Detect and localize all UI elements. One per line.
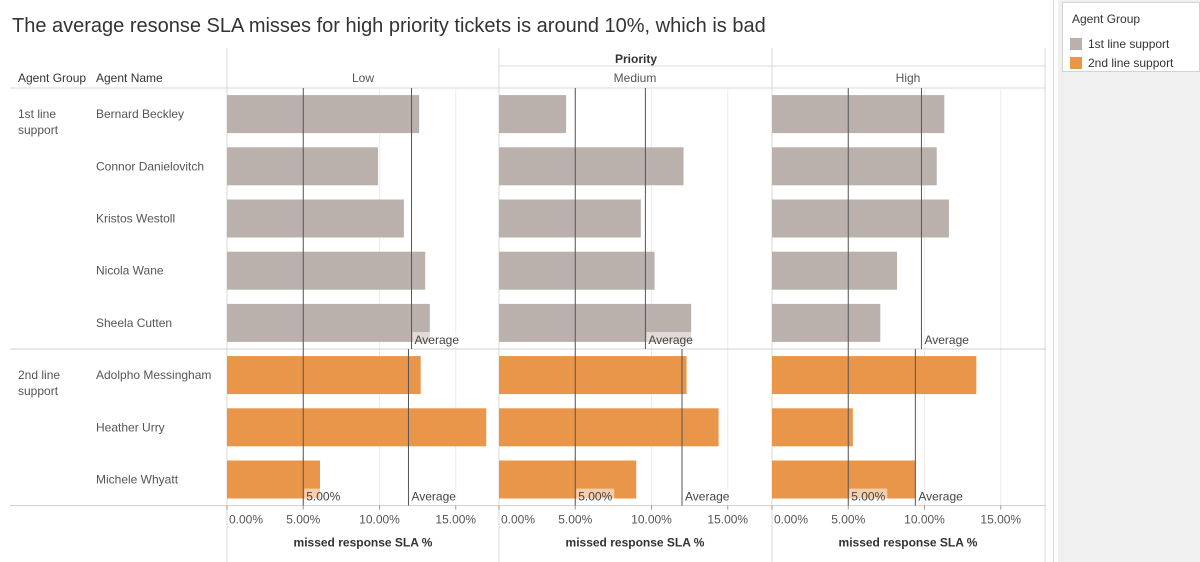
average-label: Average xyxy=(918,490,963,504)
legend-swatch xyxy=(1070,57,1082,69)
agent-name: Nicola Wane xyxy=(96,264,164,278)
average-label-bg xyxy=(916,488,965,504)
x-tick-label: 5.00% xyxy=(558,513,592,527)
bar xyxy=(227,95,420,134)
average-label: Average xyxy=(415,333,460,347)
bar xyxy=(227,408,487,447)
row-header-agent-name: Agent Name xyxy=(96,71,163,85)
bar xyxy=(227,356,421,395)
average-label: Average xyxy=(411,490,456,504)
chart-title: The average resonse SLA misses for high … xyxy=(12,15,766,37)
group-label: 2nd line support xyxy=(18,368,60,398)
average-label-bg xyxy=(922,332,971,347)
x-axis-label: missed response SLA % xyxy=(294,536,433,550)
column-header: Priority xyxy=(615,52,657,66)
agent-name: Adolpho Messingham xyxy=(96,368,211,382)
x-tick-label: 10.00% xyxy=(631,513,672,527)
bar xyxy=(499,95,567,134)
average-label-bg xyxy=(646,332,695,347)
legend-title: Agent Group xyxy=(1072,12,1141,26)
average-label-bg xyxy=(683,488,731,504)
legend-label: 2nd line support xyxy=(1088,56,1174,70)
legend-label: 1st line support xyxy=(1088,37,1170,51)
bar xyxy=(499,408,719,447)
bar xyxy=(499,251,655,290)
bar xyxy=(772,147,937,186)
reference-label: 5.00% xyxy=(578,490,612,504)
x-axis-label: missed response SLA % xyxy=(839,536,978,550)
agent-name: Michele Whyatt xyxy=(96,473,179,487)
x-tick-label: 15.00% xyxy=(435,513,476,527)
reference-label-bg xyxy=(304,488,343,504)
bar-chart: Priority Agent Group Agent Name Low Medium Hi… xyxy=(10,48,1046,562)
x-tick-label: 5.00% xyxy=(831,513,865,527)
reference-label: 5.00% xyxy=(306,490,340,504)
average-label: Average xyxy=(648,333,693,347)
panel-header-high: High xyxy=(896,71,921,85)
reference-label-bg xyxy=(849,488,888,504)
reference-label-bg xyxy=(576,488,615,504)
bar xyxy=(499,147,684,186)
bar xyxy=(499,199,641,238)
x-tick-label: 10.00% xyxy=(904,513,945,527)
average-label: Average xyxy=(924,333,969,347)
reference-label: 5.00% xyxy=(851,490,885,504)
bar xyxy=(772,251,898,290)
bar xyxy=(772,199,949,238)
bar xyxy=(227,147,378,186)
bar xyxy=(772,408,853,447)
agent-name: Bernard Beckley xyxy=(96,107,184,121)
bar xyxy=(499,460,637,499)
bar xyxy=(772,460,916,499)
legend: Agent Group 1st line support 2nd line su… xyxy=(1062,2,1200,72)
x-tick-label: 0.00% xyxy=(229,513,263,527)
bar xyxy=(772,95,945,134)
bar xyxy=(227,199,404,238)
row-header-agent-group: Agent Group xyxy=(18,71,86,85)
x-tick-label: 5.00% xyxy=(286,513,320,527)
bar xyxy=(227,303,430,342)
panel-header-low: Low xyxy=(352,71,374,85)
x-axis-label: missed response SLA % xyxy=(566,536,705,550)
group-label: 1st line support xyxy=(18,107,59,137)
average-label-bg xyxy=(412,332,461,347)
bar xyxy=(499,356,687,395)
agent-name: Kristos Westoll xyxy=(96,212,175,226)
right-panel: Agent Group 1st line support 2nd line su… xyxy=(1058,0,1200,562)
x-tick-label: 0.00% xyxy=(774,513,808,527)
x-tick-label: 0.00% xyxy=(501,513,535,527)
legend-swatch xyxy=(1070,38,1082,50)
panel-header-medium: Medium xyxy=(614,71,657,85)
agent-name: Sheela Cutten xyxy=(96,316,172,330)
x-tick-label: 15.00% xyxy=(980,513,1021,527)
bar xyxy=(772,356,977,395)
average-label: Average xyxy=(685,490,730,504)
agent-name: Connor Danielovitch xyxy=(96,159,204,173)
average-label-bg xyxy=(409,488,458,504)
bar xyxy=(772,303,881,342)
agent-name: Heather Urry xyxy=(96,420,165,434)
x-tick-label: 15.00% xyxy=(707,513,748,527)
bar xyxy=(227,251,426,290)
chart-frame xyxy=(1053,0,1054,562)
x-tick-label: 10.00% xyxy=(359,513,400,527)
